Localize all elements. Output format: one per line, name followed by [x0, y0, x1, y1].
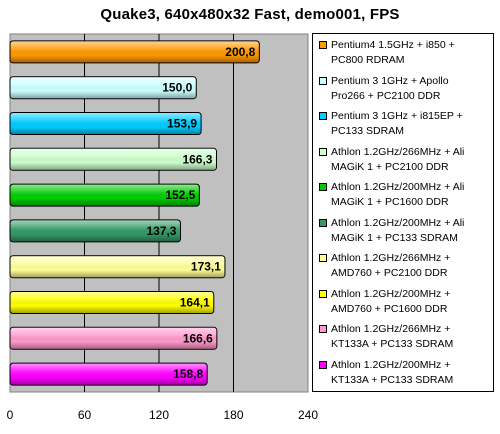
legend-label: Athlon 1.2GHz/266MHz + KT133A + PC133 SD…: [331, 323, 454, 350]
bar-shading: [10, 292, 214, 313]
legend-swatch: [319, 112, 327, 120]
legend-swatch: [319, 183, 327, 191]
bar-shading: [10, 41, 259, 63]
legend-label: Athlon 1.2GHz/200MHz + Ali MAGiK 1 + PC1…: [331, 216, 465, 244]
legend-label: Athlon 1.2GHz/200MHz + KT133A + PC133 SD…: [331, 358, 454, 386]
bar: 166,3: [9, 147, 217, 171]
legend-label: Pentium 3 1GHz + i815EP + PC133 SDRAM: [331, 110, 463, 137]
bar-shading: [10, 148, 216, 170]
bar-value-label: 137,3: [146, 224, 176, 238]
bar-value-label: 173,1: [191, 260, 221, 274]
x-axis-ticks: 0 60 120 180 240: [7, 408, 319, 422]
bar-value-label: 158,8: [173, 367, 203, 381]
bar: 153,9: [9, 112, 202, 135]
bar: 158,8: [9, 362, 208, 386]
legend-label: Athlon 1.2GHz/266MHz + Ali MAGiK 1 + PC2…: [331, 145, 465, 173]
legend-swatch: [319, 254, 327, 262]
bar: 200,8: [9, 40, 260, 64]
legend-swatch: [319, 218, 327, 227]
legend-label: Pentium4 1.5GHz + i850 + PC800 RDRAM: [331, 39, 455, 66]
legend-swatch: [319, 360, 327, 369]
bar: 150,0: [9, 76, 197, 100]
x-tick-label: 240: [298, 408, 318, 422]
bars-group: 200,8 150,0 153,9 166,3 152,5 137,3 173,1 164,1…: [9, 40, 260, 386]
legend: Pentium4 1.5GHz + i850 + PC800 RDRAM Pent…: [312, 33, 494, 392]
legend-label: Pentium 3 1GHz + Apollo Pro266 + PC2100 …: [331, 74, 449, 102]
bar-shading: [10, 256, 225, 278]
bar-value-label: 152,5: [165, 188, 195, 202]
legend-label: Athlon 1.2GHz/200MHz + AMD760 + PC1600 D…: [331, 287, 451, 315]
bar: 166,6: [9, 326, 218, 350]
bar-shading: [10, 184, 199, 206]
bar: 137,3: [9, 219, 181, 243]
bar: 164,1: [9, 291, 215, 314]
bar-value-label: 200,8: [225, 45, 255, 59]
bar: 173,1: [9, 255, 226, 279]
bar: 152,5: [9, 183, 200, 207]
legend-swatch: [319, 76, 327, 85]
legend-label: Athlon 1.2GHz/266MHz + AMD760 + PC2100 D…: [331, 252, 451, 279]
bar-value-label: 166,6: [183, 331, 213, 345]
bar-shading: [10, 77, 196, 99]
x-tick-label: 180: [223, 408, 243, 422]
x-tick-label: 60: [78, 408, 92, 422]
legend-swatch: [319, 41, 327, 49]
bar-shading: [10, 113, 201, 134]
x-tick-label: 120: [149, 408, 169, 422]
bar-shading: [10, 363, 207, 385]
bar-value-label: 150,0: [162, 81, 192, 95]
legend-swatch: [319, 289, 327, 298]
bar-value-label: 164,1: [180, 296, 210, 310]
x-tick-label: 0: [7, 408, 14, 422]
bar-shading: [10, 327, 217, 349]
chart-title: Quake3, 640x480x32 Fast, demo001, FPS: [100, 6, 400, 23]
bar-value-label: 153,9: [167, 117, 197, 131]
legend-label: Athlon 1.2GHz/200MHz + Ali MAGiK 1 + PC1…: [331, 181, 465, 208]
bar-value-label: 166,3: [182, 152, 212, 166]
legend-swatch: [319, 325, 327, 333]
bar-shading: [10, 220, 180, 242]
legend-swatch: [319, 147, 327, 156]
